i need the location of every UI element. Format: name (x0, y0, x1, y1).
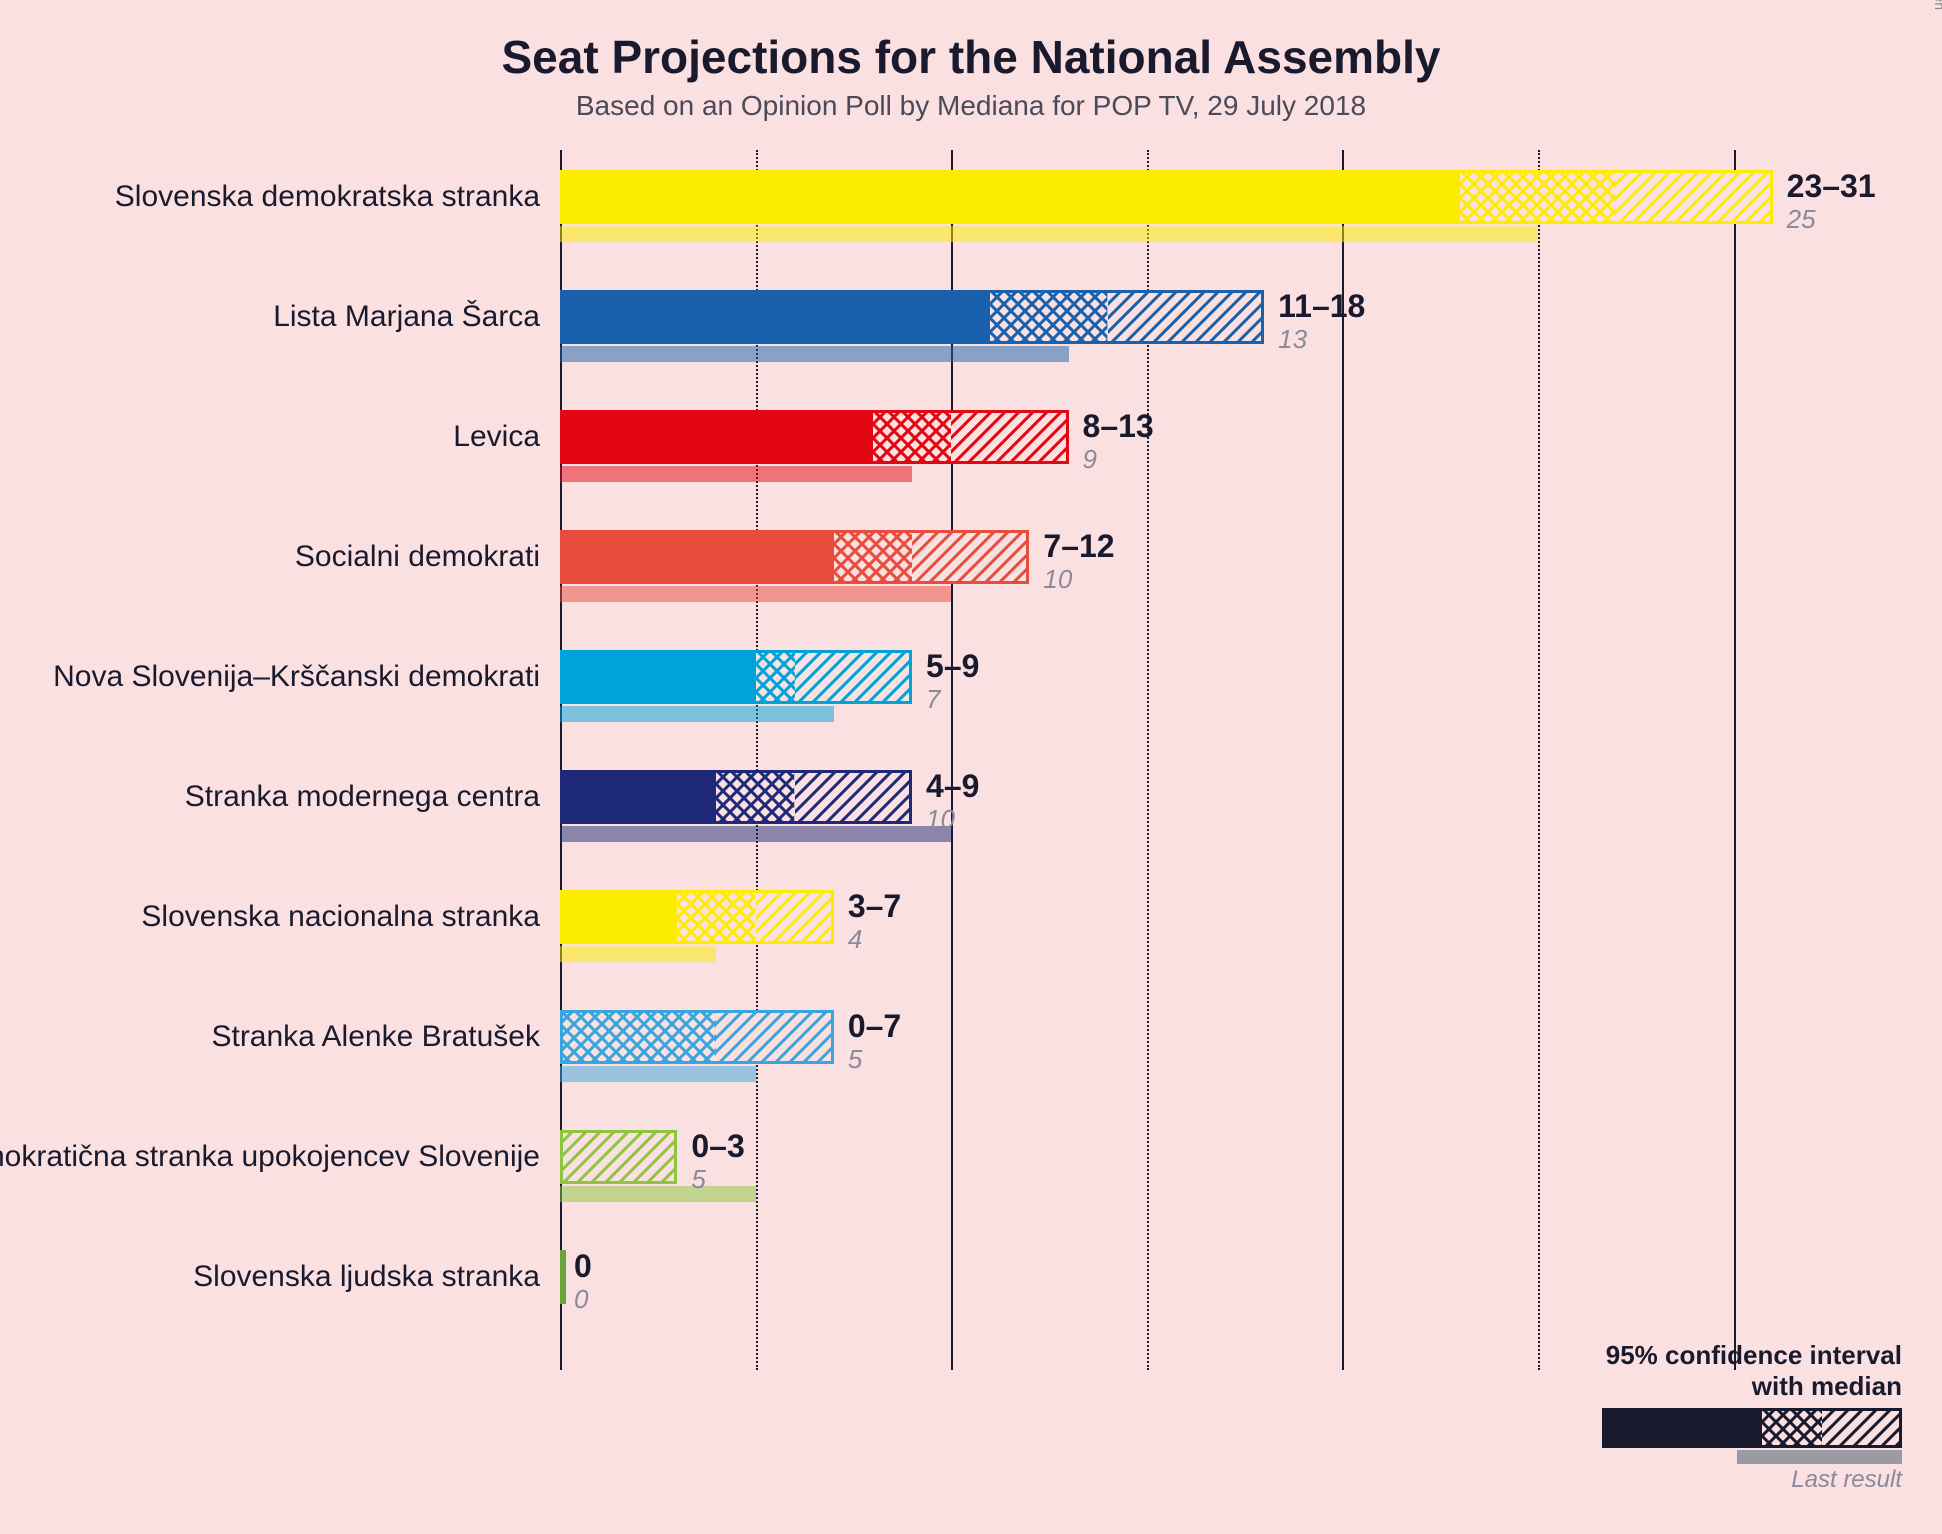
page-subtitle: Based on an Opinion Poll by Mediana for … (0, 90, 1942, 122)
last-result-value: 0 (574, 1284, 588, 1315)
legend-ci-label: 95% confidence interval (1602, 1340, 1902, 1371)
seat-projection-chart: Slovenska demokratska stranka23–3125List… (560, 150, 1890, 1370)
legend-last-bar (1737, 1450, 1902, 1464)
last-result-value: 10 (926, 804, 955, 835)
last-result-value: 4 (848, 924, 862, 955)
party-label: Stranka Alenke Bratušek (211, 1010, 540, 1064)
party-label: Nova Slovenija–Krščanski demokrati (53, 650, 540, 704)
chart-legend: 95% confidence intervalwith median Last r… (1602, 1340, 1902, 1494)
range-value: 4–9 (926, 768, 979, 805)
party-row: Stranka modernega centra4–910 (560, 770, 1890, 890)
last-result-bar (560, 226, 1538, 242)
last-result-value: 13 (1278, 324, 1307, 355)
last-result-value: 5 (691, 1164, 705, 1195)
party-label: Slovenska nacionalna stranka (141, 890, 540, 944)
last-result-bar (560, 346, 1069, 362)
party-row: Nova Slovenija–Krščanski demokrati5–97 (560, 650, 1890, 770)
party-row: Levica8–139 (560, 410, 1890, 530)
party-label: Stranka modernega centra (185, 770, 540, 824)
party-row: Lista Marjana Šarca11–1813 (560, 290, 1890, 410)
page-title: Seat Projections for the National Assemb… (0, 30, 1942, 84)
range-value: 5–9 (926, 648, 979, 685)
projection-bar (560, 290, 1264, 344)
last-result-bar (560, 586, 951, 602)
party-row: Slovenska nacionalna stranka3–74 (560, 890, 1890, 1010)
projection-bar (560, 890, 834, 944)
legend-median-label: with median (1602, 1371, 1902, 1402)
range-value: 8–13 (1083, 408, 1154, 445)
party-label: Slovenska demokratska stranka (115, 170, 540, 224)
party-label: Socialni demokrati (295, 530, 540, 584)
range-value: 0–7 (848, 1008, 901, 1045)
last-result-value: 25 (1787, 204, 1816, 235)
party-label: Demokratična stranka upokojencev Sloveni… (0, 1130, 540, 1184)
last-result-value: 7 (926, 684, 940, 715)
last-result-bar (560, 466, 912, 482)
projection-bar (560, 170, 1773, 224)
range-value: 7–12 (1043, 528, 1114, 565)
party-row: Slovenska demokratska stranka23–3125 (560, 170, 1890, 290)
range-value: 11–18 (1278, 288, 1365, 325)
party-label: Slovenska ljudska stranka (193, 1250, 540, 1304)
copyright-notice: © 2018 Filip van Laenen (1932, 0, 1942, 10)
party-label: Lista Marjana Šarca (273, 290, 540, 344)
last-result-bar (560, 946, 716, 962)
last-result-value: 10 (1043, 564, 1072, 595)
party-label: Levica (453, 410, 540, 464)
projection-bar (560, 770, 912, 824)
last-result-value: 5 (848, 1044, 862, 1075)
range-value: 0–3 (691, 1128, 744, 1165)
range-value: 0 (574, 1248, 592, 1285)
party-row: Socialni demokrati7–1210 (560, 530, 1890, 650)
legend-sample-bar (1602, 1408, 1902, 1448)
last-result-bar (560, 706, 834, 722)
projection-bar (560, 1130, 677, 1184)
projection-bar (560, 650, 912, 704)
last-result-bar (560, 1186, 756, 1202)
last-result-bar (560, 826, 951, 842)
range-value: 23–31 (1787, 168, 1876, 205)
projection-bar (560, 410, 1069, 464)
last-result-value: 9 (1083, 444, 1097, 475)
legend-last-label: Last result (1602, 1466, 1902, 1494)
projection-bar (560, 1010, 834, 1064)
range-value: 3–7 (848, 888, 901, 925)
party-row: Demokratična stranka upokojencev Sloveni… (560, 1130, 1890, 1250)
last-result-bar (560, 1066, 756, 1082)
projection-bar (560, 530, 1029, 584)
party-row: Stranka Alenke Bratušek0–75 (560, 1010, 1890, 1130)
